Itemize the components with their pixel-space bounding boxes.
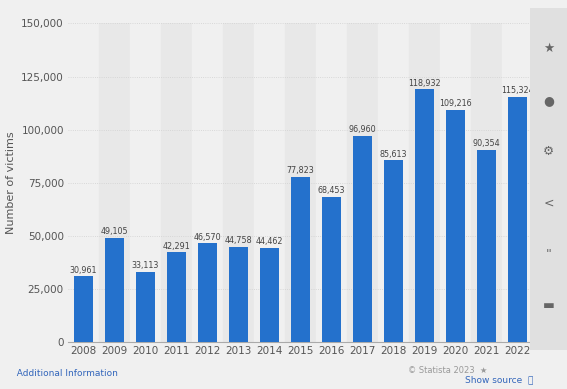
Bar [136, 272, 155, 342]
Text: 44,758: 44,758 [225, 237, 252, 245]
Text: © Statista 2023  ★: © Statista 2023 ★ [408, 366, 488, 375]
Bar [229, 247, 248, 342]
Bar [353, 136, 372, 342]
Bar [291, 177, 310, 342]
Bar [223, 23, 254, 342]
Bar [322, 197, 341, 342]
Bar [316, 23, 347, 342]
Bar [130, 23, 161, 342]
Bar [378, 23, 409, 342]
Text: 109,216: 109,216 [439, 99, 472, 109]
Text: 85,613: 85,613 [380, 149, 407, 159]
Text: 46,570: 46,570 [194, 233, 221, 242]
Text: 77,823: 77,823 [287, 166, 314, 175]
Bar [502, 23, 533, 342]
Bar [415, 89, 434, 342]
Text: ★: ★ [543, 42, 554, 55]
Bar [347, 23, 378, 342]
Text: ⚙: ⚙ [543, 145, 554, 158]
Bar [477, 150, 496, 342]
Text: Additional Information: Additional Information [11, 369, 118, 378]
Text: <: < [543, 196, 554, 209]
Bar [167, 252, 186, 342]
Bar [440, 23, 471, 342]
Text: 96,960: 96,960 [349, 125, 376, 135]
Bar [68, 23, 99, 342]
Bar [260, 248, 279, 342]
Text: ●: ● [543, 94, 554, 107]
Text: 30,961: 30,961 [70, 266, 98, 275]
Text: 44,462: 44,462 [256, 237, 284, 246]
Text: Show source  ⓘ: Show source ⓘ [465, 376, 534, 385]
Bar [446, 110, 465, 342]
Bar [508, 97, 527, 342]
Text: 68,453: 68,453 [318, 186, 345, 195]
Text: 42,291: 42,291 [163, 242, 191, 251]
Text: 49,105: 49,105 [101, 227, 128, 236]
Bar [285, 23, 316, 342]
Text: 90,354: 90,354 [473, 140, 500, 149]
Text: ": " [545, 248, 552, 261]
Text: 115,324: 115,324 [501, 86, 534, 95]
Bar [471, 23, 502, 342]
Bar [105, 238, 124, 342]
Bar [384, 160, 403, 342]
Bar [192, 23, 223, 342]
Bar [74, 277, 93, 342]
Y-axis label: Number of victims: Number of victims [6, 131, 15, 234]
Text: 118,932: 118,932 [408, 79, 441, 88]
Bar [198, 243, 217, 342]
Text: ▬: ▬ [543, 299, 555, 312]
Text: 33,113: 33,113 [132, 261, 159, 270]
Bar [99, 23, 130, 342]
Bar [254, 23, 285, 342]
Bar [409, 23, 440, 342]
Bar [161, 23, 192, 342]
